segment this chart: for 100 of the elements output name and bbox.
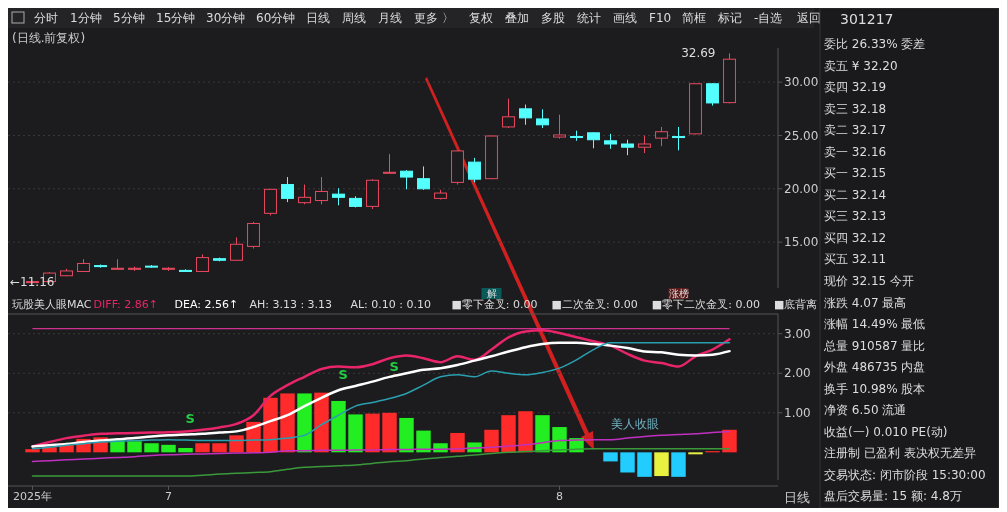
bar xyxy=(229,435,244,453)
text: 简框 xyxy=(682,11,706,25)
text: 统计 xyxy=(577,11,601,25)
text: 更多 〉 xyxy=(414,11,454,25)
chart-subtitle: (日线.前复权) xyxy=(12,31,86,45)
bar xyxy=(501,415,516,453)
text: ■二次金叉: 0.00 xyxy=(551,298,638,311)
bar xyxy=(25,449,40,453)
candlestick xyxy=(417,165,430,190)
x-tick-label: 2025年 xyxy=(13,490,52,503)
bar xyxy=(603,452,618,462)
text: 分时 xyxy=(34,11,58,25)
text: 301217 xyxy=(840,11,894,27)
bar xyxy=(365,413,380,453)
text: 多股 xyxy=(541,11,565,25)
text: 卖一 32.16 xyxy=(824,144,887,159)
text: 日线 xyxy=(784,490,810,505)
annotation: S xyxy=(338,367,348,383)
bar xyxy=(195,443,210,453)
text: 现价 32.15 今开 xyxy=(824,274,914,288)
text: 日线 xyxy=(306,11,330,25)
bar xyxy=(518,411,533,453)
text: 复权 xyxy=(469,11,493,25)
text: 买五 32.11 xyxy=(824,252,887,267)
text: 涨跌 4.07 最高 xyxy=(824,295,907,310)
bar xyxy=(144,443,159,453)
annotation: S xyxy=(389,359,399,375)
text: 总量 910587 量比 xyxy=(823,338,926,353)
y-tick-label: 1.00 xyxy=(784,406,811,421)
bar xyxy=(331,400,346,453)
text: AL: 0.10 : 0.10 xyxy=(350,298,431,311)
y-tick-label: 15.00 xyxy=(784,235,819,250)
bar xyxy=(535,415,550,453)
text: ■零下二次金叉: 0.00 xyxy=(651,298,760,311)
chart-title: 玩股美人眼MAC xyxy=(12,298,92,311)
text: 卖三 32.18 xyxy=(824,101,887,116)
text: 涨榜 xyxy=(668,288,689,299)
bar xyxy=(654,452,669,477)
candlestick xyxy=(400,170,413,190)
text: F10 xyxy=(649,11,672,25)
text: 净资 6.50 流通 xyxy=(824,403,907,418)
line-series xyxy=(31,448,731,477)
bar xyxy=(620,452,635,473)
y-tick-label: 3.00 xyxy=(784,326,811,341)
text: 解 xyxy=(486,288,497,299)
y-tick-label: 2.00 xyxy=(784,366,811,381)
text: 30分钟 xyxy=(206,11,246,25)
bar xyxy=(127,441,142,453)
bar xyxy=(722,429,737,453)
bar xyxy=(212,443,227,453)
text: 委比 26.33% 委差 xyxy=(824,37,926,51)
candlestick xyxy=(536,108,549,129)
y-tick-label: 30.00 xyxy=(784,75,819,90)
candlestick xyxy=(672,126,685,151)
annotation: 美人收眼 xyxy=(610,416,659,431)
text: ■底背离 xyxy=(774,298,818,311)
bar xyxy=(450,432,465,453)
text: 周线 xyxy=(342,11,366,25)
text: 画线 xyxy=(613,11,637,25)
text: -自选 xyxy=(754,11,783,25)
text: 1分钟 xyxy=(70,11,102,25)
text: 卖二 32.17 xyxy=(824,123,887,138)
text: 买一 32.15 xyxy=(824,166,887,181)
text: DEA: 2.56↑ xyxy=(174,298,239,311)
text: 注册制 已盈利 表决权无差异 xyxy=(824,446,976,461)
bar xyxy=(161,444,176,453)
bar xyxy=(348,414,363,453)
text: 收益(一) 0.010 PE(动) xyxy=(824,424,948,439)
text: 叠加 xyxy=(505,11,529,25)
text: 卖五 ¥ 32.20 xyxy=(824,58,898,73)
annotation: S xyxy=(185,410,195,426)
text: AH: 3.13 : 3.13 xyxy=(249,298,333,311)
annotation: 32.69 xyxy=(681,46,716,61)
bar xyxy=(399,417,414,453)
text: 5分钟 xyxy=(113,11,145,25)
y-tick-label: 25.00 xyxy=(784,128,819,143)
text: 卖四 32.19 xyxy=(824,80,887,95)
text: 涨幅 14.49% 最低 xyxy=(824,317,926,332)
bar xyxy=(416,430,431,453)
x-tick-label: 8 xyxy=(556,490,563,503)
text: 盘后交易量: 15 额: 4.8万 xyxy=(824,489,962,504)
text: 交易状态: 闭市阶段 15:30:00 xyxy=(824,467,986,482)
text: DIFF: 2.86↑ xyxy=(93,298,159,311)
bar xyxy=(382,412,397,453)
annotation: ←11.16 xyxy=(10,275,55,289)
text: 买三 32.13 xyxy=(824,209,887,224)
text: 15分钟 xyxy=(156,11,196,25)
bar xyxy=(178,447,193,453)
text: 60分钟 xyxy=(256,11,296,25)
text: 月线 xyxy=(378,11,402,25)
text: 外盘 486735 内盘 xyxy=(824,360,926,375)
x-tick-label: 7 xyxy=(165,490,172,503)
text: 买四 32.12 xyxy=(824,230,887,245)
y-tick-label: 20.00 xyxy=(784,182,819,196)
text: 返回 xyxy=(797,11,821,25)
text: 买二 32.14 xyxy=(824,187,887,202)
text: 换手 10.98% 股本 xyxy=(824,381,926,396)
text: 标记 xyxy=(717,11,742,25)
bar xyxy=(637,452,652,477)
line-series xyxy=(31,430,731,463)
